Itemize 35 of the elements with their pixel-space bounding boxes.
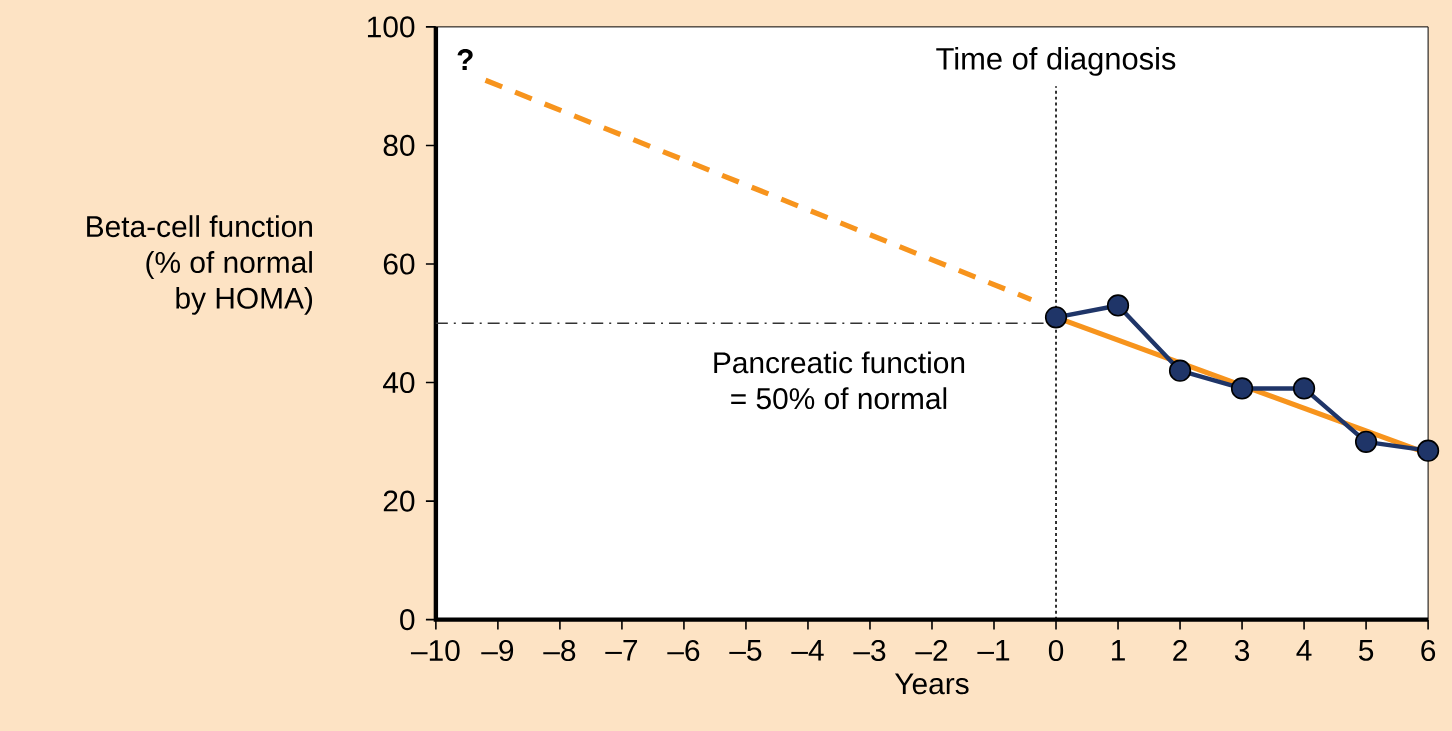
point: [1230, 377, 1254, 400]
x-axis-title: Years: [894, 673, 969, 695]
y-tick-label: 0: [400, 608, 415, 631]
x-tick-label: 0: [1048, 639, 1064, 661]
ref-line-label: Time of diagnosis: [936, 46, 1176, 76]
y-tick-label: 40: [383, 371, 415, 394]
x-tick-label: 1: [1111, 639, 1125, 661]
annotation: ?: [457, 49, 473, 70]
x-tick-label: –5: [729, 639, 762, 661]
ref-line-label: Pancreatic function = 50% of normal: [714, 351, 965, 410]
point: [1168, 359, 1192, 382]
point: [1106, 294, 1130, 317]
x-tick-label: 5: [1358, 639, 1374, 661]
y-axis-title: Beta-cell function (% of normal by HOMA): [87, 215, 313, 315]
x-tick-label: –10: [410, 639, 460, 661]
y-tick-label: 80: [383, 134, 415, 156]
x-tick-label: –4: [791, 639, 824, 661]
x-tick-label: –6: [667, 639, 700, 661]
x-tick-label: –2: [915, 639, 948, 661]
x-tick-label: –3: [853, 639, 886, 661]
x-tick-label: –9: [481, 639, 514, 661]
x-tick-label: 2: [1173, 639, 1187, 661]
x-tick-label: 4: [1296, 639, 1312, 661]
point: [1416, 439, 1440, 462]
x-tick-label: –8: [543, 639, 576, 661]
y-tick-label: 100: [367, 16, 415, 38]
x-tick-label: –1: [977, 639, 1010, 661]
point: [1292, 377, 1316, 400]
point: [1354, 430, 1378, 453]
y-tick-label: 20: [383, 490, 415, 512]
x-tick-label: 3: [1234, 639, 1250, 661]
x-tick-label: 6: [1421, 639, 1436, 661]
y-tick-label: 60: [383, 253, 415, 275]
x-tick-label: –7: [605, 639, 638, 661]
point: [1044, 306, 1068, 329]
